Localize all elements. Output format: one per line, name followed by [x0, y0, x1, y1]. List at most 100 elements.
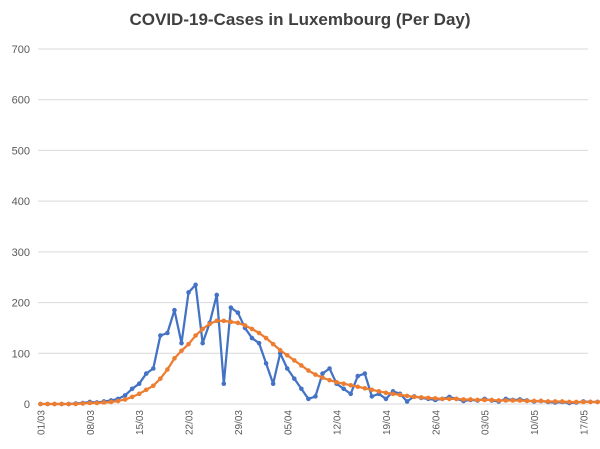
data-point [588, 399, 593, 405]
x-tick-label: 12/04 [333, 410, 344, 435]
data-point [468, 397, 473, 402]
y-tick-label: 700 [12, 44, 30, 56]
data-point [242, 323, 248, 328]
data-point [433, 396, 438, 401]
data-point [574, 399, 579, 405]
data-point [186, 341, 191, 347]
data-point [362, 385, 368, 391]
data-point [383, 396, 389, 402]
data-point [545, 399, 551, 404]
data-point [348, 382, 354, 388]
data-point [263, 361, 269, 366]
data-point [52, 401, 57, 407]
data-point [404, 399, 410, 404]
data-point [299, 386, 304, 392]
data-point [531, 398, 537, 404]
data-point [369, 387, 375, 393]
data-point [489, 397, 495, 403]
data-point [193, 282, 198, 288]
data-point [235, 310, 241, 316]
gridlines [38, 48, 588, 405]
data-point [538, 398, 544, 404]
data-point [292, 358, 297, 363]
data-point [249, 326, 255, 332]
x-tick-label: 01/03 [37, 410, 48, 435]
data-point [496, 398, 502, 403]
x-tick-label: 19/04 [382, 410, 393, 435]
data-point [425, 395, 431, 401]
data-point [355, 384, 361, 390]
data-point [108, 399, 114, 405]
data-point [214, 292, 220, 298]
x-tick-label: 08/03 [86, 410, 97, 435]
data-point [87, 400, 93, 406]
data-point [129, 394, 135, 400]
data-point [94, 400, 100, 406]
data-point [270, 341, 276, 347]
x-tick-label: 15/03 [135, 410, 146, 435]
data-point [390, 391, 396, 397]
data-point [369, 394, 375, 399]
data-point [566, 399, 572, 405]
chart-title: COVID-19-Cases in Luxembourg (Per Day) [129, 10, 471, 29]
y-tick-label: 600 [12, 95, 30, 107]
data-point [482, 397, 487, 403]
data-point [418, 395, 424, 400]
data-point [404, 393, 410, 399]
data-point [136, 381, 142, 387]
data-point [320, 375, 325, 380]
data-point [595, 399, 600, 405]
data-point [411, 394, 417, 400]
data-point [334, 379, 339, 385]
data-point [383, 390, 389, 396]
data-point [158, 333, 163, 338]
data-point [179, 340, 184, 346]
data-point [461, 397, 466, 402]
data-point [327, 366, 332, 371]
data-point [270, 381, 276, 387]
data-point [151, 366, 156, 371]
x-tick-label: 22/03 [185, 410, 196, 435]
data-point [38, 401, 43, 407]
data-point [101, 400, 107, 405]
data-point [256, 330, 262, 336]
data-point [228, 319, 234, 325]
data-point [73, 401, 79, 407]
data-point [151, 383, 156, 389]
data-point [263, 335, 269, 341]
data-point [235, 320, 241, 326]
data-point [277, 347, 283, 353]
data-point [200, 340, 205, 346]
data-point [376, 389, 382, 394]
data-point [503, 398, 509, 403]
data-point [221, 318, 227, 324]
data-point [122, 393, 128, 398]
data-point [214, 318, 220, 324]
data-point [299, 363, 304, 368]
data-point [143, 371, 149, 376]
series-line-0 [40, 283, 600, 406]
data-point [306, 396, 311, 402]
x-axis-ticks: 01/03 08/03 15/03 22/03 29/03 05/04 12/04 19/04… [37, 410, 591, 435]
data-point [143, 387, 149, 393]
data-point [172, 356, 177, 361]
data-point [66, 401, 71, 407]
y-tick-label: 500 [12, 145, 30, 157]
data-point [45, 401, 50, 407]
data-point [454, 396, 459, 402]
y-tick-label: 300 [12, 247, 30, 259]
x-tick-label: 05/04 [283, 410, 294, 435]
data-point [552, 399, 558, 404]
x-tick-label: 03/05 [481, 410, 492, 435]
data-point [80, 401, 86, 406]
data-point [256, 340, 262, 346]
data-point [165, 367, 170, 372]
data-point [186, 290, 191, 295]
data-point [136, 391, 142, 397]
data-point [581, 399, 586, 405]
data-point [284, 366, 290, 371]
data-point [341, 386, 346, 392]
y-tick-label: 0 [24, 399, 30, 411]
data-point [327, 377, 332, 383]
